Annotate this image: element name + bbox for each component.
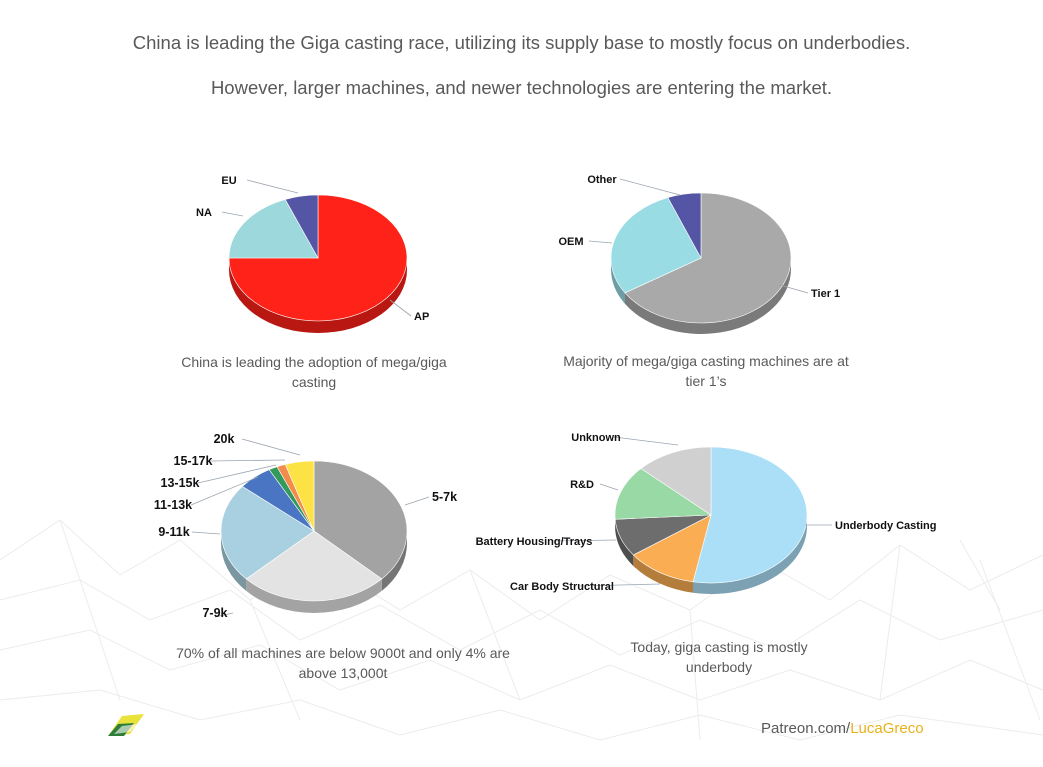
pie-application-leader-3 [599, 483, 619, 491]
pie-owner-slice-2 [667, 192, 702, 259]
pie-region-slice-2 [284, 194, 319, 260]
pie-tonnage-label-0: 5-7k [432, 490, 457, 504]
pie-tonnage-leader-6 [241, 438, 301, 456]
pie-application-slice-4 [640, 446, 712, 516]
headline-line-2: However, larger machines, and newer tech… [210, 77, 833, 98]
pie-application-label-4: Unknown [571, 432, 621, 444]
pie-tonnage-slice-1 [245, 530, 383, 602]
pie-owner-label-0: Tier 1 [811, 288, 840, 300]
pie-application-side-1 [633, 554, 694, 593]
pie-tonnage-side-0 [381, 531, 407, 591]
pie-application-slice-3 [614, 468, 712, 520]
caption-region: China is leading the adoption of mega/gi… [181, 354, 447, 390]
caption-tonnage: 70% of all machines are below 9000t and … [176, 645, 510, 681]
pie-owner-leader-2 [619, 178, 681, 196]
pie-tonnage-slice-6 [284, 460, 315, 532]
headline-line-1: China is leading the Giga casting race, … [132, 32, 911, 53]
pie-application: Underbody Casting Car Body Structural Batt… [476, 432, 936, 594]
pie-tonnage-label-4: 13-15k [161, 476, 200, 490]
caption-application: Today, giga casting is mostly underbody [630, 639, 808, 675]
pie-application-label-2: Battery Housing/Trays [476, 536, 593, 548]
pie-tonnage-label-2: 9-11k [158, 525, 189, 539]
pie-owner-label-1: OEM [558, 236, 583, 248]
pie-tonnage-side-2 [221, 531, 247, 591]
pie-application-slice-0 [692, 446, 808, 584]
pie-region-leader-2 [246, 179, 299, 194]
pie-owner-leader-0 [779, 284, 809, 294]
pie-region-leader-1 [221, 211, 244, 217]
pie-tonnage-label-3: 11-13k [154, 498, 192, 512]
pie-region-slice-1 [228, 199, 319, 259]
pie-owner-side-0 [625, 258, 791, 334]
pie-tonnage-label-5: 15-17k [174, 454, 213, 468]
pie-tonnage-label-6: 20k [214, 432, 235, 446]
pie-tonnage-leader-4 [197, 464, 277, 484]
pie-owner-slice-1 [610, 197, 702, 294]
pie-region-label-2: EU [221, 175, 236, 187]
pie-region: AP NA EU [196, 175, 429, 333]
pie-owner: Tier 1 OEM Other [558, 174, 840, 334]
pie-region-side-0 [229, 258, 407, 333]
pie-tonnage-leader-3 [190, 476, 259, 506]
pie-region-label-1: NA [196, 207, 212, 219]
logo-icon [108, 714, 144, 736]
pie-tonnage-leader-0 [404, 496, 430, 506]
footer-handle: LucaGreco [850, 720, 924, 737]
pie-application-leader-2 [551, 539, 617, 542]
pie-owner-side-1 [611, 258, 626, 304]
pie-application-label-0: Underbody Casting [835, 520, 936, 532]
pie-application-side-0 [693, 515, 807, 594]
pie-tonnage-leader-5 [210, 459, 286, 462]
pie-tonnage-leader-1 [214, 612, 234, 618]
footer-prefix: Patreon.com/ [761, 720, 851, 737]
pie-region-leader-0 [389, 299, 412, 317]
pie-tonnage-side-1 [246, 578, 382, 613]
pie-application-leader-1 [579, 583, 661, 587]
footer-attribution: Patreon.com/LucaGreco [761, 720, 924, 737]
pie-application-label-3: R&D [570, 479, 594, 491]
pie-tonnage-label-1: 7-9k [202, 606, 227, 620]
pie-region-label-0: AP [414, 311, 429, 323]
pie-tonnage-slice-0 [313, 460, 408, 580]
pie-application-leader-4 [613, 436, 679, 446]
pie-tonnage-leader-2 [191, 531, 221, 535]
pie-application-slice-1 [632, 514, 712, 583]
pie-tonnage-slice-2 [220, 486, 315, 580]
pie-owner-label-2: Other [587, 174, 617, 186]
pie-application-label-1: Car Body Structural [510, 581, 614, 593]
pie-owner-slice-0 [624, 192, 792, 324]
pie-owner-leader-1 [588, 240, 613, 244]
caption-owner: Majority of mega/giga casting machines a… [563, 353, 849, 389]
pie-application-side-2 [615, 519, 634, 566]
